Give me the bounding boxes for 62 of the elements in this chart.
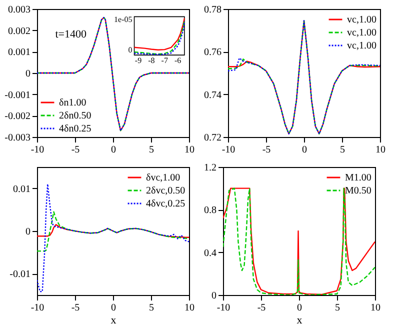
y-tick-label: 1e-05	[114, 14, 132, 24]
legend-label: δn1.00	[59, 98, 86, 108]
line-series	[223, 188, 375, 295]
line-series	[37, 183, 189, 292]
x-tick-label: -5	[257, 302, 266, 314]
legend-label: vc,1.00	[347, 14, 376, 26]
x-tick-label: 0	[111, 302, 116, 314]
x-tick-label: 10	[184, 302, 194, 314]
y-tick-label: 0	[26, 68, 30, 80]
line-series	[37, 211, 189, 252]
x-tick-label: 5	[149, 144, 154, 156]
x-tick-label: -5	[71, 302, 80, 314]
x-tick-label: -10	[216, 302, 230, 314]
y-tick-label: 1.2	[204, 162, 216, 174]
x-tick-label: -5	[262, 144, 271, 156]
x-tick-label: 5	[149, 302, 154, 314]
y-tick-label: 0.78	[204, 4, 222, 16]
x-tick-label: 10	[184, 144, 194, 156]
y-tick-label: 0.8	[204, 205, 216, 216]
legend-label: vc,1.00	[347, 28, 376, 38]
x-tick-label: 0	[111, 144, 116, 156]
x-tick-label: -7	[161, 56, 168, 66]
legend-label: vc,1.00	[347, 40, 376, 52]
y-tick-label: -0.003	[4, 132, 30, 144]
x-tick-label: 0	[302, 144, 307, 156]
legend-label: M0.50	[345, 186, 372, 196]
legend-label: M1.00	[345, 172, 372, 184]
line-series	[134, 18, 186, 50]
y-tick-label: 0.4	[204, 248, 216, 259]
y-tick-label: 0	[212, 290, 216, 302]
y-tick-label: 0	[26, 226, 30, 238]
x-axis-title: x	[110, 314, 117, 326]
x-tick-label: -6	[174, 56, 182, 66]
x-tick-label: 5	[335, 302, 340, 314]
legend-label: 2δn0.50	[59, 110, 92, 122]
y-tick-label: -0.01	[10, 269, 30, 280]
annotation: t=1400	[55, 28, 87, 41]
y-tick-label: -0.001	[4, 90, 30, 101]
y-tick-label: 0.01	[13, 184, 30, 195]
y-tick-label: 0.74	[204, 90, 222, 101]
x-tick-label: 10	[370, 302, 380, 314]
x-tick-label: -8	[148, 56, 155, 66]
y-tick-label: 0.76	[204, 47, 222, 58]
x-tick-label: 0	[297, 302, 302, 314]
x-tick-label: -5	[71, 144, 80, 156]
y-tick-label: -0.002	[4, 111, 30, 122]
legend-label: 4δvc,0.25	[146, 198, 186, 210]
x-tick-label: -10	[30, 144, 44, 156]
y-tick-label: 0.72	[204, 132, 222, 144]
line-series	[37, 16, 189, 132]
y-tick-label: 0.003	[8, 4, 30, 16]
x-tick-label: 5	[340, 144, 345, 156]
x-tick-label: 10	[376, 144, 386, 156]
x-axis-title: x	[296, 314, 303, 326]
x-tick-label: -10	[222, 144, 236, 156]
legend-label: 2δvc,0.50	[146, 186, 186, 196]
y-tick-label: 0.002	[8, 26, 30, 37]
legend-label: 4δn0.25	[59, 124, 92, 134]
legend-label: δvc,1.00	[146, 172, 180, 184]
y-tick-label: 0.001	[8, 47, 30, 58]
x-tick-label: -9	[134, 56, 142, 66]
x-tick-label: -10	[30, 302, 44, 314]
